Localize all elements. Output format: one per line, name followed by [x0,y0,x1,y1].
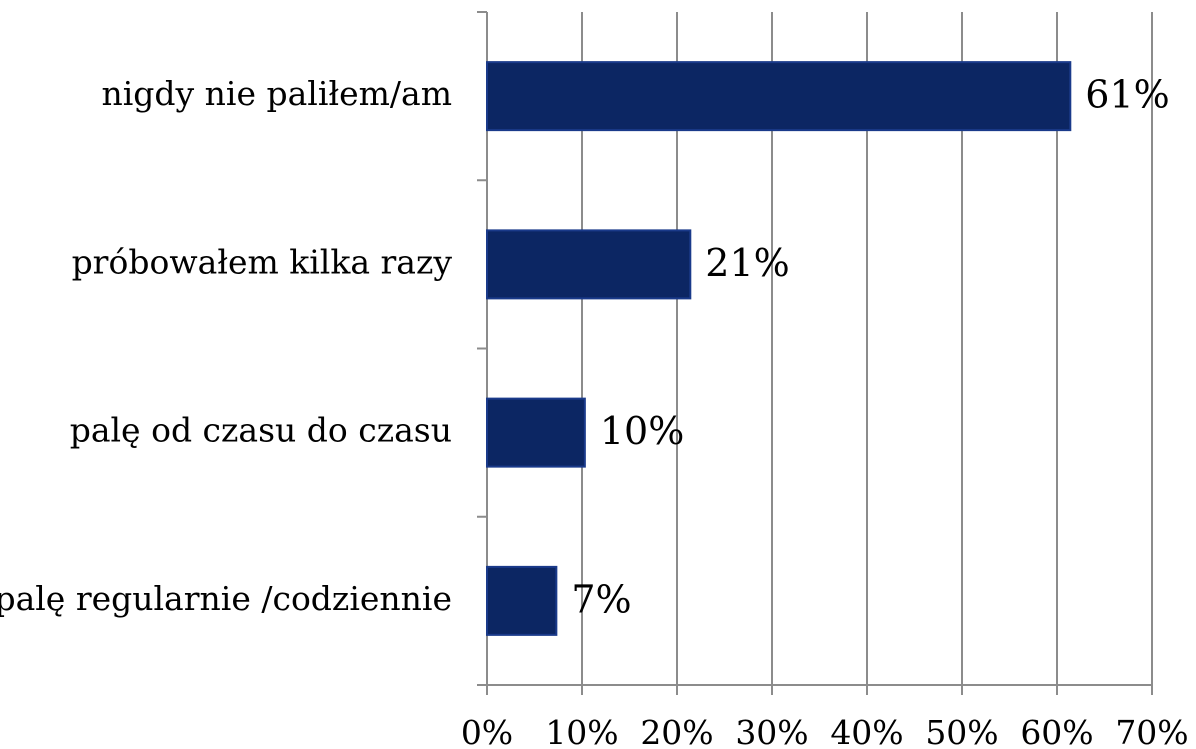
data-label: 7% [571,577,631,621]
x-tick-label: 60% [1020,713,1093,749]
data-label: 10% [600,409,684,453]
bar [486,565,558,636]
data-label: 61% [1085,73,1169,117]
data-label: 21% [705,241,789,285]
y-tick-label: próbowałem kilka razy [72,242,453,281]
x-tick-label: 0% [461,713,513,749]
x-tick-label: 50% [925,713,998,749]
y-tick-label: palę regularnie /codziennie [0,579,452,618]
y-tick-label: palę od czasu do czasu [70,411,452,450]
bar [486,61,1072,132]
bar [486,229,692,300]
x-tick-label: 30% [735,713,808,749]
x-tick-label: 70% [1115,713,1188,749]
x-tick-label: 20% [640,713,713,749]
x-tick-label: 10% [545,713,618,749]
bar [486,397,586,468]
x-tick-label: 40% [830,713,903,749]
y-tick-label: nigdy nie paliłem/am [101,74,452,113]
